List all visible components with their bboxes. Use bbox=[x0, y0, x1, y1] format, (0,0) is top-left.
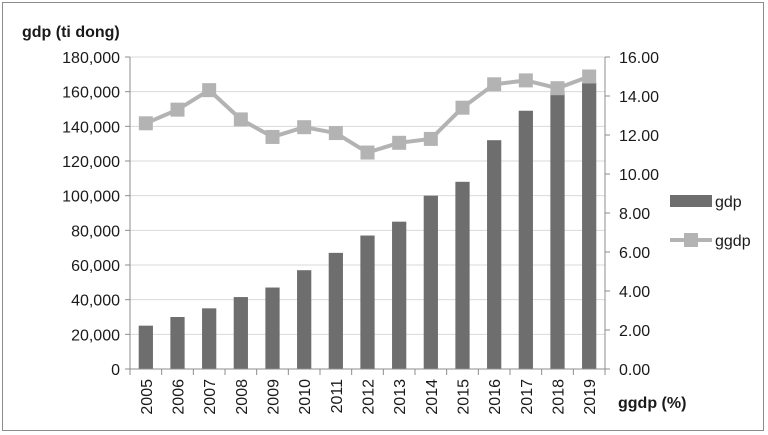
bar-gdp bbox=[392, 221, 407, 369]
bar-series-gdp bbox=[138, 83, 597, 370]
bar-gdp bbox=[455, 181, 470, 369]
y-tick-label: 180,000 bbox=[62, 50, 120, 67]
y-tick-label: 60,000 bbox=[71, 258, 120, 275]
bar-gdp bbox=[233, 297, 248, 369]
y2-tick-label: 14.00 bbox=[619, 89, 659, 106]
y2-tick-label: 10.00 bbox=[619, 167, 659, 184]
y2-tick-label: 4.00 bbox=[619, 284, 650, 301]
point-ggdp bbox=[518, 73, 533, 88]
point-ggdp bbox=[233, 112, 248, 127]
y2-tick-label: 0.00 bbox=[619, 362, 650, 379]
bar-gdp bbox=[328, 252, 343, 369]
legend-label-gdp: gdp bbox=[715, 194, 742, 211]
y-tick-label: 120,000 bbox=[62, 154, 120, 171]
x-tick-label: 2009 bbox=[266, 379, 283, 415]
point-ggdp bbox=[138, 116, 153, 131]
y-tick-label: 0 bbox=[111, 362, 120, 379]
x-tick-label: 2006 bbox=[171, 379, 188, 415]
point-ggdp bbox=[550, 81, 565, 96]
y2-tick-label: 16.00 bbox=[619, 50, 659, 67]
point-ggdp bbox=[487, 77, 502, 92]
x-axis-ticks: 2005 2006 2007 2008 2009 2010 2011 2012 2013 2014… bbox=[139, 379, 599, 415]
point-ggdp bbox=[328, 126, 343, 141]
axes bbox=[125, 56, 610, 375]
y-tick-label: 160,000 bbox=[62, 85, 120, 102]
x-tick-label: 2011 bbox=[329, 379, 346, 414]
x-tick-label: 2018 bbox=[551, 379, 568, 415]
x-tick-label: 2005 bbox=[139, 379, 156, 415]
x-tick-label: 2008 bbox=[234, 379, 251, 415]
y-axis-title: gdp (ti dong) bbox=[22, 24, 120, 41]
x-tick-label: 2014 bbox=[424, 379, 441, 415]
y-tick-label: 100,000 bbox=[62, 189, 120, 206]
x-tick-label: 2019 bbox=[582, 379, 599, 415]
y2-tick-label: 6.00 bbox=[619, 245, 650, 262]
x-tick-label: 2013 bbox=[392, 379, 409, 415]
bar-gdp bbox=[202, 308, 217, 369]
chart-frame bbox=[2, 2, 764, 431]
y-tick-label: 20,000 bbox=[71, 327, 120, 344]
bar-gdp bbox=[518, 110, 533, 369]
bar-gdp bbox=[360, 235, 375, 369]
point-ggdp bbox=[170, 102, 185, 117]
legend-label-ggdp: ggdp bbox=[715, 233, 751, 250]
y-tick-label: 140,000 bbox=[62, 119, 120, 136]
y2-axis-title: ggdp (%) bbox=[618, 395, 686, 412]
point-ggdp bbox=[297, 120, 312, 135]
x-tick-label: 2007 bbox=[202, 379, 219, 415]
x-tick-label: 2010 bbox=[297, 379, 314, 415]
bar-gdp bbox=[297, 270, 312, 369]
point-ggdp bbox=[202, 83, 217, 98]
x-tick-label: 2016 bbox=[487, 379, 504, 415]
legend-swatch-gdp bbox=[670, 195, 712, 207]
legend: gdp ggdp bbox=[670, 194, 751, 250]
point-ggdp bbox=[265, 129, 280, 144]
line-series-ggdp bbox=[138, 69, 597, 160]
point-ggdp bbox=[360, 145, 375, 160]
y2-tick-label: 12.00 bbox=[619, 128, 659, 145]
bar-gdp bbox=[582, 83, 597, 369]
bar-gdp bbox=[265, 287, 280, 369]
point-ggdp bbox=[582, 69, 597, 84]
bar-gdp bbox=[550, 91, 565, 370]
y2-tick-label: 2.00 bbox=[619, 323, 650, 340]
point-ggdp bbox=[455, 100, 470, 115]
x-tick-label: 2017 bbox=[519, 379, 536, 415]
bar-gdp bbox=[423, 195, 438, 369]
point-ggdp bbox=[423, 131, 438, 146]
y-axis-left-ticks: 0 20,000 40,000 60,000 80,000 100,000 120,000 1… bbox=[62, 50, 120, 379]
y-tick-label: 80,000 bbox=[71, 223, 120, 240]
y2-tick-label: 8.00 bbox=[619, 206, 650, 223]
x-tick-label: 2012 bbox=[361, 379, 378, 415]
bar-gdp bbox=[138, 325, 153, 369]
point-ggdp bbox=[392, 135, 407, 150]
legend-marker-ggdp bbox=[684, 233, 698, 247]
bar-gdp bbox=[170, 317, 185, 369]
y-tick-label: 40,000 bbox=[71, 293, 120, 310]
bar-gdp bbox=[487, 140, 502, 369]
x-tick-label: 2015 bbox=[456, 379, 473, 415]
y-axis-right-ticks: 0.00 2.00 4.00 6.00 8.00 10.00 12.00 14.00 16.00 bbox=[619, 50, 659, 379]
